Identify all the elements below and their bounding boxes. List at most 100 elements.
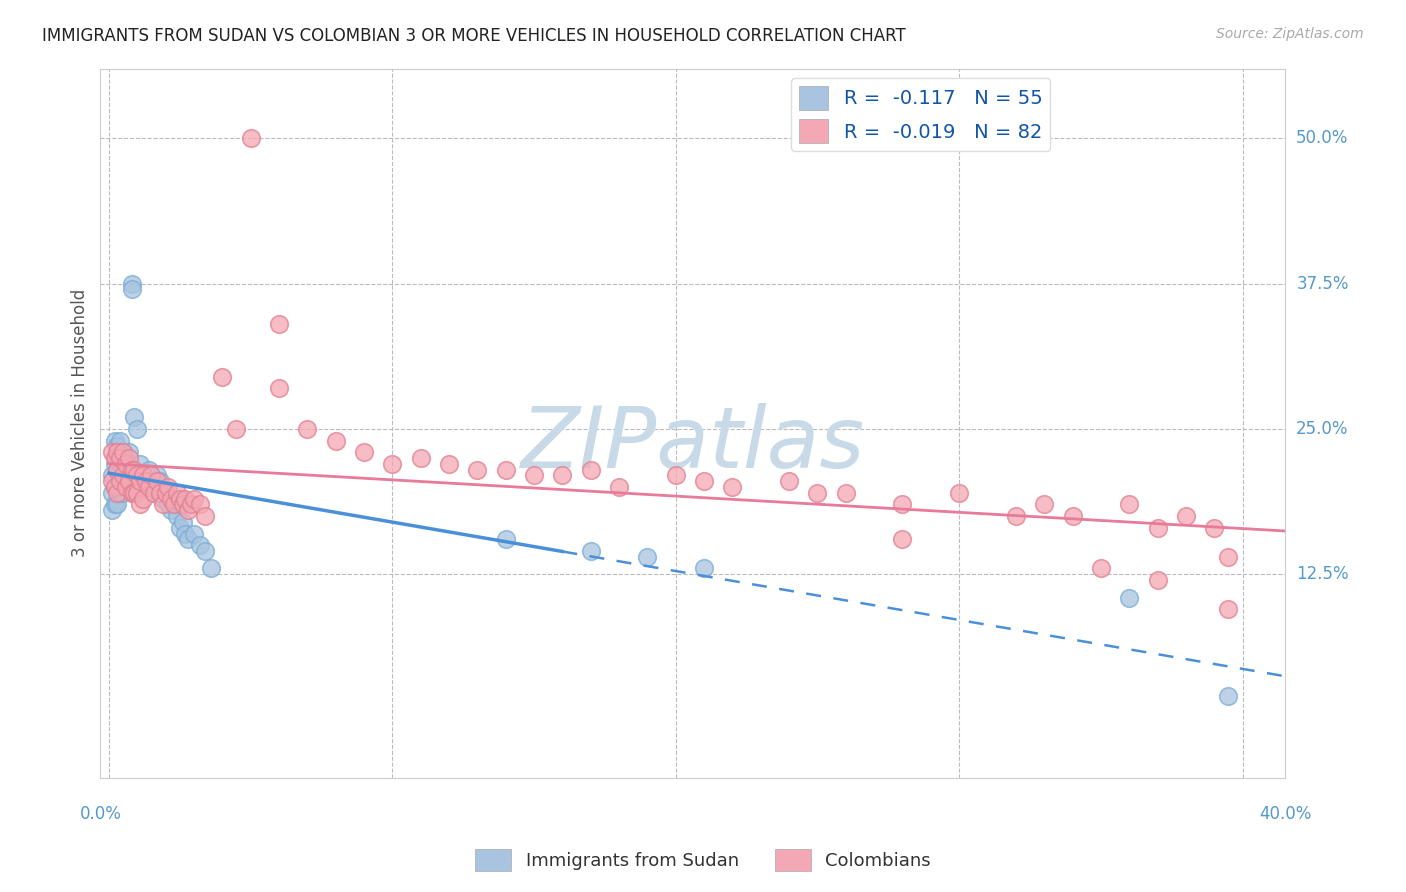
Point (121, 282, 143, 296)
Y-axis label: 3 or more Vehicles in Household: 3 or more Vehicles in Household (72, 289, 89, 558)
Point (1118, 591, 1140, 605)
Point (108, 457, 131, 471)
Text: 0.0%: 0.0% (79, 805, 121, 823)
Point (132, 491, 155, 506)
Point (108, 486, 131, 500)
Point (103, 480, 125, 494)
Point (103, 434, 125, 448)
Point (118, 475, 141, 489)
Point (1146, 521, 1168, 535)
Point (105, 486, 128, 500)
Point (143, 486, 166, 500)
Point (157, 480, 180, 494)
Text: IMMIGRANTS FROM SUDAN VS COLOMBIAN 3 OR MORE VEHICLES IN HOUSEHOLD CORRELATION C: IMMIGRANTS FROM SUDAN VS COLOMBIAN 3 OR … (42, 27, 905, 45)
Point (523, 468, 546, 483)
Point (183, 491, 205, 506)
Point (138, 462, 160, 476)
Text: 12.5%: 12.5% (1296, 566, 1348, 583)
Point (1174, 509, 1197, 524)
Point (129, 498, 152, 512)
Text: 40.0%: 40.0% (1258, 805, 1312, 823)
Point (693, 475, 716, 489)
Point (112, 468, 135, 483)
Point (118, 450, 141, 465)
Point (1033, 498, 1056, 512)
Point (267, 381, 290, 395)
Point (194, 544, 217, 558)
Point (1218, 602, 1240, 616)
Point (115, 480, 138, 494)
Point (115, 457, 138, 471)
Point (112, 486, 135, 500)
Point (112, 445, 135, 459)
Point (381, 457, 404, 471)
Point (100, 468, 122, 483)
Point (129, 475, 152, 489)
Point (118, 445, 141, 459)
Point (297, 422, 319, 436)
Point (108, 434, 131, 448)
Point (1204, 521, 1226, 535)
Point (155, 486, 177, 500)
Point (127, 468, 149, 483)
Point (183, 526, 205, 541)
Point (267, 318, 290, 332)
Point (108, 450, 131, 465)
Point (891, 533, 914, 547)
Text: ZIPatlas: ZIPatlas (520, 403, 865, 486)
Point (149, 486, 172, 500)
Legend: R =  -0.117   N = 55, R =  -0.019   N = 82: R = -0.117 N = 55, R = -0.019 N = 82 (792, 78, 1050, 151)
Point (1118, 498, 1140, 512)
Point (105, 462, 128, 476)
Point (177, 533, 200, 547)
Point (121, 486, 143, 500)
Point (239, 131, 262, 145)
Point (146, 475, 169, 489)
Point (174, 526, 197, 541)
Point (172, 515, 194, 529)
Point (105, 480, 128, 494)
Point (551, 468, 574, 483)
Point (177, 503, 200, 517)
Point (124, 410, 146, 425)
Point (353, 445, 375, 459)
Point (778, 475, 800, 489)
Legend: Immigrants from Sudan, Colombians: Immigrants from Sudan, Colombians (468, 842, 938, 879)
Point (127, 475, 149, 489)
Point (115, 450, 138, 465)
Point (188, 538, 211, 552)
Point (163, 498, 186, 512)
Point (143, 486, 166, 500)
Point (105, 439, 128, 453)
Point (948, 486, 970, 500)
Point (1062, 509, 1084, 524)
Point (157, 498, 180, 512)
Point (495, 462, 517, 476)
Point (1218, 549, 1240, 564)
Point (806, 486, 828, 500)
Point (124, 462, 146, 476)
Point (100, 475, 122, 489)
Point (155, 486, 177, 500)
Point (108, 475, 131, 489)
Point (141, 468, 163, 483)
Point (105, 498, 128, 512)
Point (135, 475, 157, 489)
Point (579, 462, 602, 476)
Point (194, 509, 217, 524)
Point (325, 434, 347, 448)
Point (1146, 573, 1168, 587)
Point (129, 457, 152, 471)
Point (188, 498, 211, 512)
Point (141, 480, 163, 494)
Point (166, 509, 188, 524)
Point (112, 468, 135, 483)
Point (127, 422, 149, 436)
Point (693, 561, 716, 575)
Point (112, 445, 135, 459)
Point (132, 468, 155, 483)
Point (225, 422, 247, 436)
Point (163, 498, 186, 512)
Point (465, 462, 488, 476)
Point (127, 486, 149, 500)
